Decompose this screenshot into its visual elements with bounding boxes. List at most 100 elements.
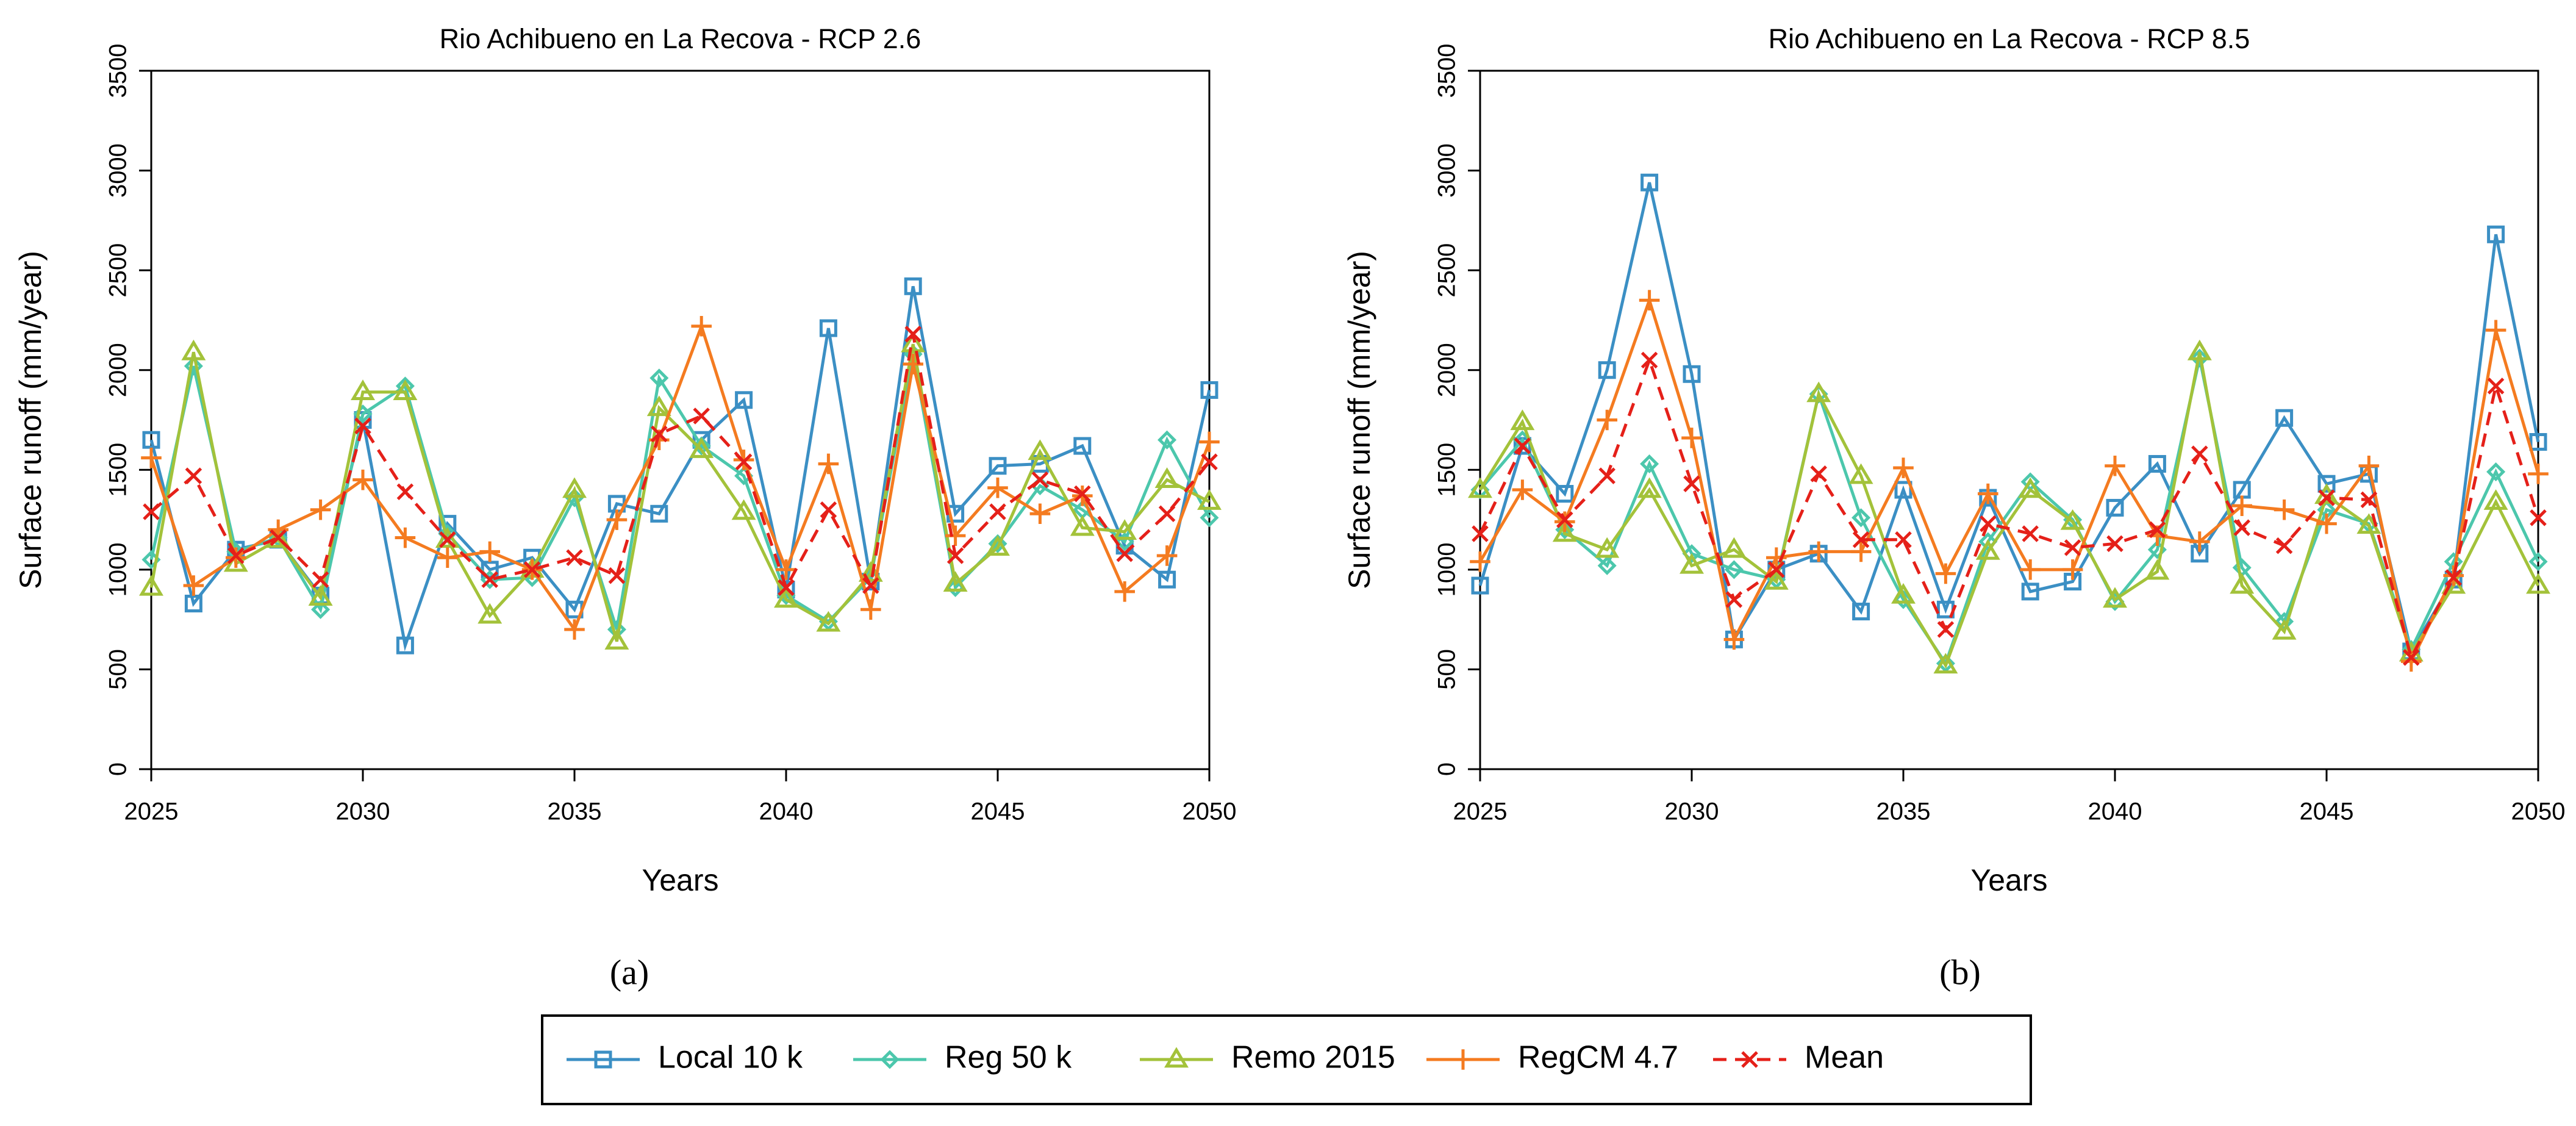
marker bbox=[2487, 225, 2505, 243]
marker bbox=[311, 600, 331, 619]
y-tick-label: 1000 bbox=[1434, 542, 1461, 597]
y-tick-label: 3000 bbox=[1434, 143, 1461, 198]
marker bbox=[2356, 513, 2381, 534]
marker bbox=[1640, 351, 1658, 369]
marker bbox=[1156, 545, 1178, 566]
marker bbox=[143, 503, 160, 520]
marker bbox=[1682, 544, 1701, 564]
marker bbox=[481, 571, 498, 588]
series-line bbox=[1478, 295, 2540, 666]
marker bbox=[1597, 556, 1617, 575]
marker bbox=[606, 509, 628, 530]
marker bbox=[693, 407, 710, 425]
marker bbox=[1070, 515, 1095, 536]
marker bbox=[594, 1050, 612, 1069]
marker bbox=[2528, 552, 2548, 572]
marker bbox=[564, 619, 585, 640]
marker bbox=[858, 561, 883, 582]
marker bbox=[1512, 479, 1533, 500]
x-tick-label: 2040 bbox=[759, 798, 814, 825]
series-line bbox=[1478, 182, 2540, 656]
marker bbox=[862, 577, 879, 594]
x-tick-label: 2035 bbox=[548, 798, 602, 825]
marker bbox=[1073, 437, 1092, 455]
marker bbox=[139, 575, 163, 596]
legend: Local 10 k Reg 50 k Remo 2015 RegCM 4.7 Mean bbox=[567, 1040, 1884, 1075]
marker bbox=[987, 477, 1008, 498]
marker bbox=[1595, 537, 1620, 558]
marker bbox=[1468, 477, 1492, 498]
marker bbox=[820, 501, 837, 518]
marker bbox=[310, 499, 331, 520]
marker bbox=[1978, 483, 1998, 504]
marker bbox=[2189, 531, 2210, 552]
marker bbox=[691, 315, 712, 337]
marker bbox=[1806, 381, 1831, 403]
y-tick-label: 3000 bbox=[105, 143, 132, 198]
marker bbox=[2190, 348, 2209, 368]
marker bbox=[735, 453, 753, 470]
marker bbox=[989, 503, 1006, 520]
marker bbox=[776, 559, 796, 580]
x-tick-label: 2050 bbox=[1182, 798, 1237, 825]
marker bbox=[2360, 491, 2378, 509]
legend-label: Local 10 k bbox=[658, 1040, 803, 1075]
marker bbox=[731, 499, 756, 520]
marker bbox=[183, 575, 204, 596]
marker bbox=[1937, 621, 1955, 638]
panel-label: (a) bbox=[610, 952, 649, 992]
marker bbox=[184, 356, 203, 376]
marker bbox=[395, 527, 416, 548]
marker bbox=[1200, 381, 1218, 399]
y-tick-label: 0 bbox=[105, 762, 132, 776]
marker bbox=[2062, 559, 2083, 580]
y-tick-label: 500 bbox=[1434, 649, 1461, 690]
marker bbox=[1598, 361, 1616, 379]
x-tick-label: 2050 bbox=[2511, 798, 2566, 825]
marker bbox=[1510, 409, 1535, 431]
marker bbox=[2358, 455, 2380, 476]
marker bbox=[2316, 513, 2337, 534]
series-line bbox=[1478, 355, 2540, 662]
marker bbox=[946, 547, 964, 564]
marker bbox=[2526, 573, 2550, 594]
marker bbox=[860, 599, 881, 620]
marker bbox=[393, 379, 418, 400]
marker bbox=[1200, 508, 1219, 528]
marker bbox=[435, 527, 460, 548]
marker bbox=[2401, 651, 2422, 672]
marker bbox=[2403, 649, 2420, 666]
marker bbox=[735, 391, 753, 409]
marker bbox=[778, 579, 795, 597]
marker bbox=[816, 611, 841, 632]
x-tick-label: 2030 bbox=[336, 798, 390, 825]
marker bbox=[1157, 430, 1177, 450]
x-tick-label: 2025 bbox=[1453, 798, 1508, 825]
marker bbox=[1850, 541, 1872, 562]
y-axis-label: Surface runoff (mm/year) bbox=[13, 251, 48, 589]
marker bbox=[1639, 290, 1660, 311]
marker bbox=[308, 585, 333, 606]
marker bbox=[227, 547, 245, 564]
x-tick-label: 2040 bbox=[2088, 798, 2142, 825]
marker bbox=[2230, 573, 2255, 594]
marker bbox=[1768, 561, 1785, 578]
marker bbox=[184, 594, 202, 612]
panel-label: (b) bbox=[1939, 952, 1981, 992]
marker bbox=[1199, 431, 1220, 453]
marker bbox=[1472, 525, 1489, 542]
y-tick-label: 3500 bbox=[105, 44, 132, 98]
marker bbox=[2233, 519, 2250, 536]
marker bbox=[2148, 454, 2166, 473]
y-tick-label: 0 bbox=[1434, 762, 1461, 776]
marker bbox=[1556, 485, 1574, 503]
marker bbox=[2529, 432, 2547, 451]
legend-label: Mean bbox=[1805, 1040, 1884, 1075]
marker bbox=[2231, 495, 2252, 516]
marker bbox=[141, 447, 162, 468]
y-tick-label: 2500 bbox=[105, 243, 132, 298]
marker bbox=[904, 277, 922, 295]
marker bbox=[1852, 531, 1870, 548]
